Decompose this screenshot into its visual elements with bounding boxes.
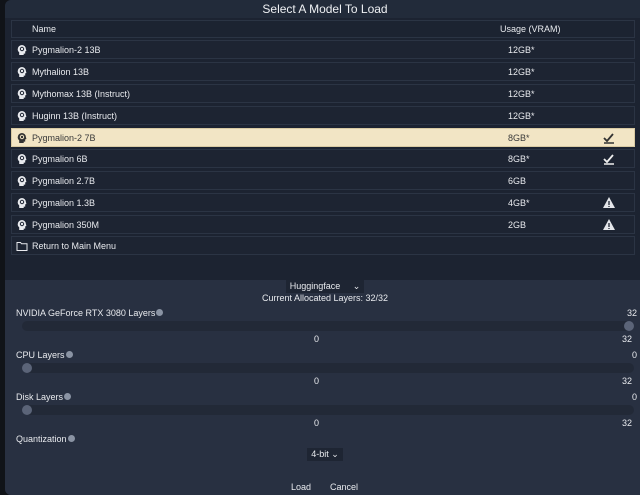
cancel-button[interactable]: Cancel <box>325 480 364 494</box>
model-usage: 4GB* <box>508 197 530 208</box>
slider-min: 0 <box>314 334 320 344</box>
brain-head-icon <box>17 154 27 164</box>
warning-icon <box>603 197 615 208</box>
model-usage: 12GB* <box>508 110 535 121</box>
model-row[interactable]: Mythomax 13B (Instruct) 12GB* <box>11 84 635 103</box>
model-name: Pygmalion 2.7B <box>32 175 96 186</box>
model-usage: 12GB* <box>508 88 535 99</box>
brain-head-icon <box>17 67 27 77</box>
table-header: Name Usage (VRAM) <box>11 20 635 38</box>
model-row[interactable]: Pygmalion-2 7B 8GB* <box>11 128 635 147</box>
model-row[interactable]: Pygmalion 6B 8GB* <box>11 149 635 168</box>
slider-value: 0 <box>631 392 637 402</box>
model-row[interactable]: Huginn 13B (Instruct) 12GB* <box>11 106 635 125</box>
load-button[interactable]: Load <box>286 480 317 494</box>
check-icon <box>603 133 614 144</box>
model-usage: 12GB* <box>508 66 535 77</box>
help-icon <box>67 435 75 442</box>
slider-max: 32 <box>622 334 633 344</box>
model-usage: 8GB* <box>508 153 530 164</box>
brain-head-icon <box>17 133 27 143</box>
brain-head-icon <box>17 176 27 186</box>
slider-label: NVIDIA GeForce RTX 3080 Layers <box>16 308 164 318</box>
dialog-title: Select A Model To Load <box>5 0 640 18</box>
slider-min: 0 <box>314 376 320 386</box>
load-settings-panel: Huggingface ⌄ Current Allocated Layers: … <box>5 280 640 495</box>
allocated-layers: Current Allocated Layers: 32/32 <box>261 293 389 303</box>
layers-slider[interactable] <box>22 363 634 373</box>
model-usage: 2GB <box>508 219 527 230</box>
brain-head-icon <box>17 89 27 99</box>
model-row[interactable]: Pygmalion 350M 2GB <box>11 215 635 234</box>
brain-head-icon <box>17 111 27 121</box>
warning-icon <box>603 219 615 230</box>
model-name: Mythalion 13B <box>32 66 90 77</box>
slider-thumb[interactable] <box>22 405 32 415</box>
model-name: Mythomax 13B (Instruct) <box>32 88 131 99</box>
backend-select[interactable]: Huggingface ⌄ <box>285 280 365 293</box>
brain-head-icon <box>17 220 27 230</box>
model-usage: 12GB* <box>508 44 535 55</box>
model-dialog: Select A Model To Load Name Usage (VRAM)… <box>5 0 640 495</box>
folder-icon <box>16 242 28 251</box>
column-name: Name <box>32 24 57 34</box>
model-row[interactable]: Pygmalion 2.7B 6GB <box>11 171 635 190</box>
model-row[interactable]: Mythalion 13B 12GB* <box>11 62 635 81</box>
model-name: Pygmalion-2 7B <box>32 132 96 143</box>
slider-label: CPU Layers <box>16 350 73 360</box>
layers-slider[interactable] <box>22 321 634 331</box>
slider-max: 32 <box>622 376 633 386</box>
help-icon <box>65 351 73 358</box>
check-icon <box>603 154 614 165</box>
slider-value: 0 <box>631 350 637 360</box>
help-icon <box>64 393 72 400</box>
brain-head-icon <box>17 45 27 55</box>
model-usage: 8GB* <box>508 132 530 143</box>
model-row[interactable]: Pygmalion 1.3B 4GB* <box>11 193 635 212</box>
column-usage: Usage (VRAM) <box>500 24 561 34</box>
model-usage: 6GB <box>508 175 527 186</box>
quantization-label: Quantization <box>16 434 75 444</box>
model-row[interactable]: Pygmalion-2 13B 12GB* <box>11 40 635 59</box>
model-name: Pygmalion 1.3B <box>32 197 96 208</box>
model-name: Pygmalion 6B <box>32 153 88 164</box>
layers-slider[interactable] <box>22 405 634 415</box>
slider-label: Disk Layers <box>16 392 72 402</box>
model-name: Huginn 13B (Instruct) <box>32 110 118 121</box>
slider-max: 32 <box>622 418 633 428</box>
help-icon <box>156 309 164 316</box>
quantization-select[interactable]: 4-bit ⌄ <box>307 448 343 461</box>
brain-head-icon <box>17 198 27 208</box>
return-to-main-menu[interactable]: Return to Main Menu <box>11 236 635 255</box>
slider-min: 0 <box>314 418 320 428</box>
slider-value: 32 <box>626 308 637 318</box>
model-name: Pygmalion 350M <box>32 219 100 230</box>
slider-thumb[interactable] <box>624 321 634 331</box>
model-name: Pygmalion-2 13B <box>32 44 101 55</box>
slider-thumb[interactable] <box>22 363 32 373</box>
return-label: Return to Main Menu <box>32 240 117 251</box>
